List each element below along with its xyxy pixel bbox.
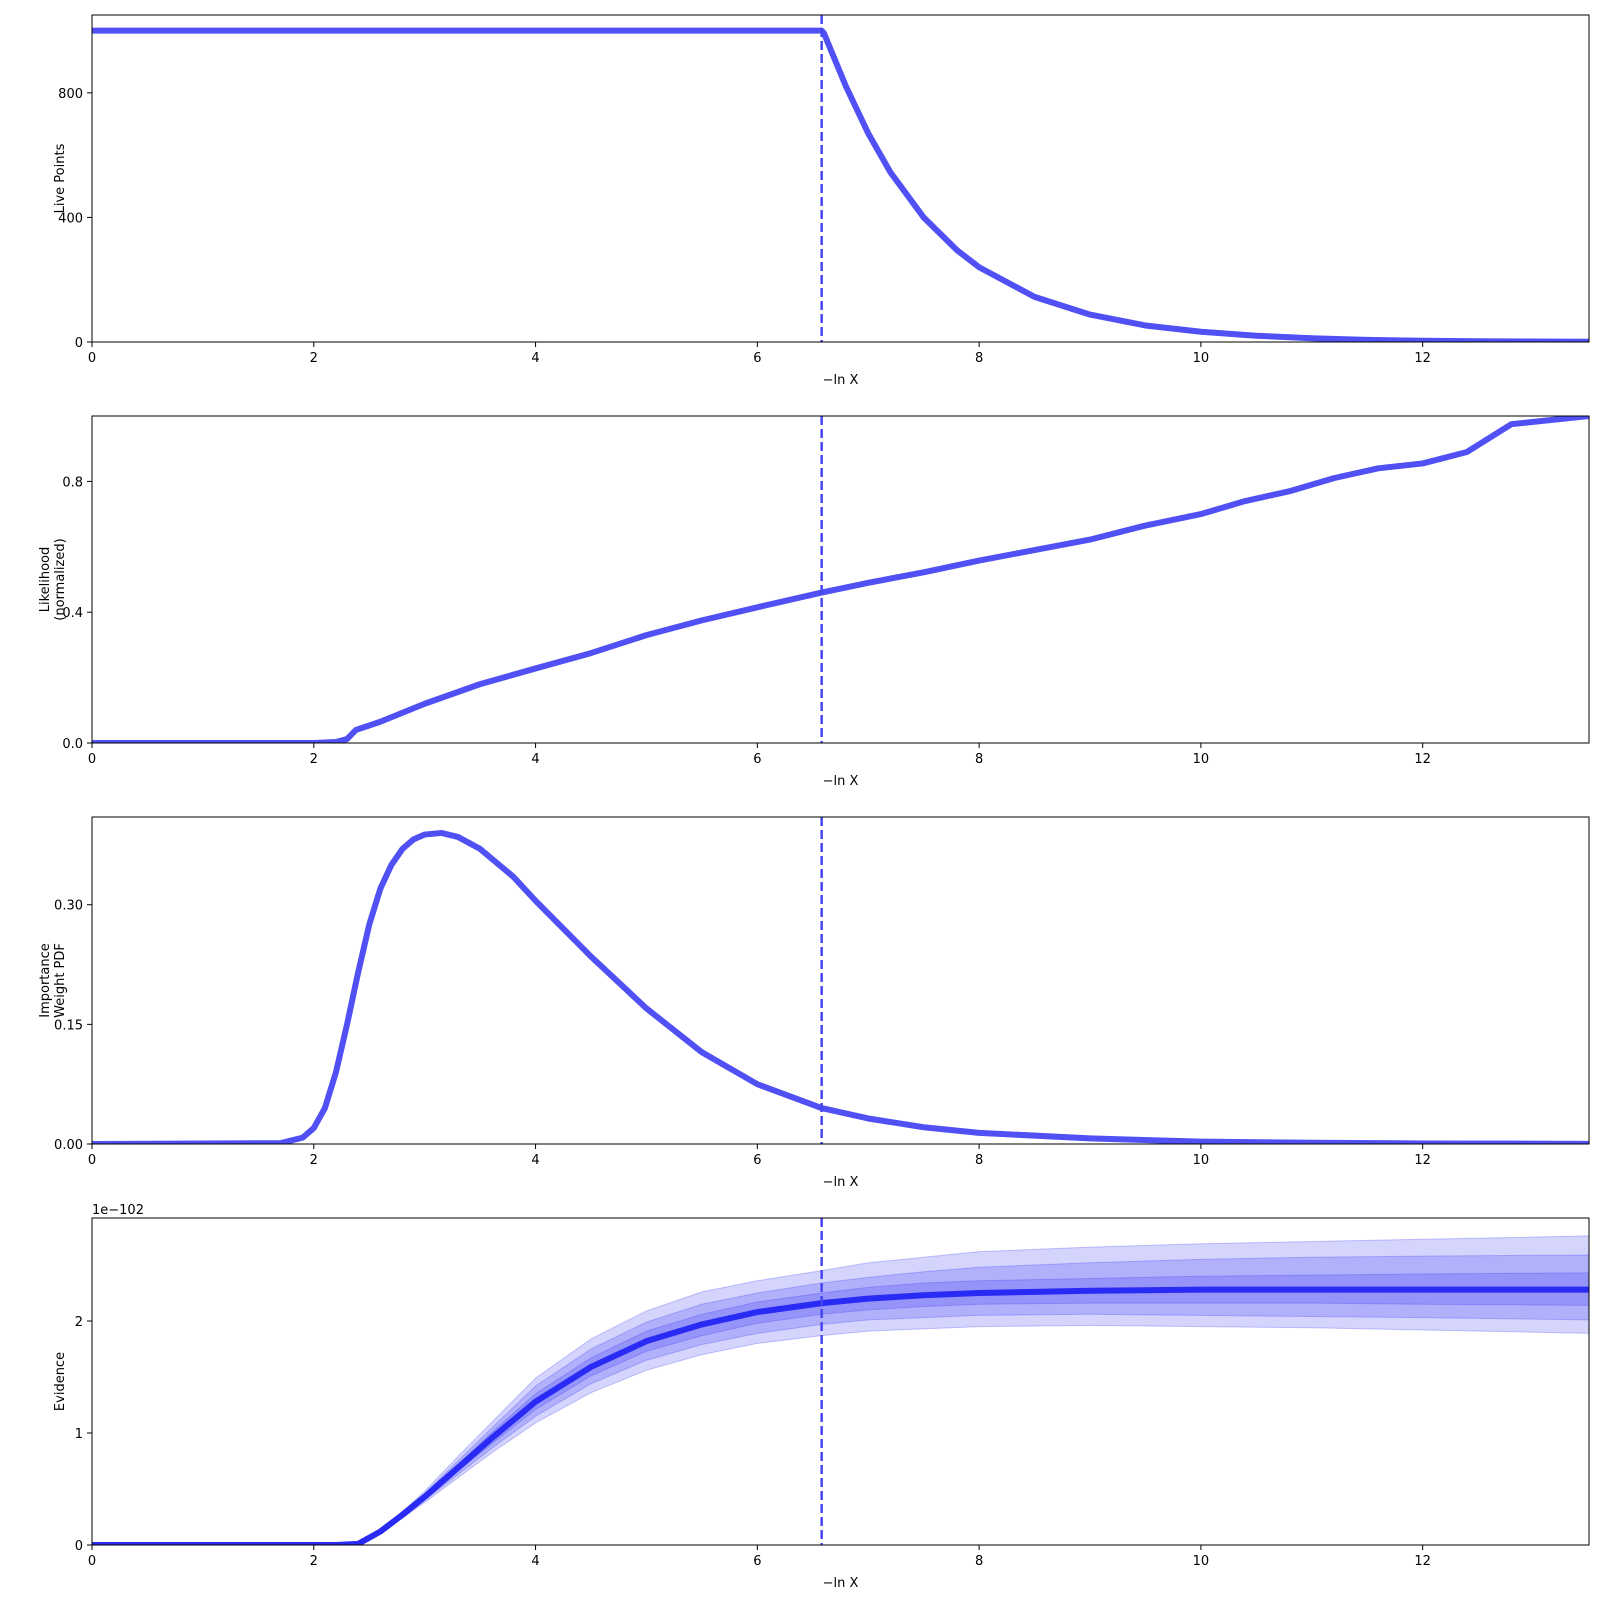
plot-area [92, 15, 1589, 342]
evidence-band-3sigma [92, 1235, 1589, 1545]
y-axis-label: Importance [38, 943, 53, 1018]
y-axis-label: Likelihood [38, 547, 53, 613]
y-axis-label: (normalized) [53, 538, 68, 620]
y-tick-label: 1 [75, 1427, 83, 1442]
y-tick-label: 2 [75, 1315, 83, 1330]
x-tick-label: 10 [1193, 1153, 1210, 1168]
plot-area [92, 1218, 1589, 1545]
y-tick-label: 0 [75, 1539, 83, 1554]
axes-frame [91, 816, 1590, 1145]
x-tick-label: 2 [310, 752, 318, 767]
x-tick-label: 6 [753, 351, 761, 366]
y-tick-label: 0.30 [54, 899, 83, 914]
x-tick-label: 2 [310, 1554, 318, 1569]
x-tick-label: 12 [1414, 1554, 1431, 1569]
x-tick-label: 4 [531, 1554, 539, 1569]
y-tick-label: 400 [58, 211, 83, 226]
y-tick-label: 0.00 [54, 1138, 83, 1153]
x-tick-label: 0 [88, 752, 96, 767]
y-axis-label: Live Points [53, 143, 68, 213]
series-line-likelihood [92, 416, 1589, 743]
y-tick-label: 0 [75, 336, 83, 351]
x-tick-label: 6 [753, 752, 761, 767]
axes-frame [91, 415, 1590, 744]
x-tick-label: 8 [975, 752, 983, 767]
plot-area [92, 416, 1589, 743]
y-axis-label: Evidence [53, 1352, 68, 1411]
y-offset-label: 1e−102 [92, 1203, 144, 1218]
evidence-mean-line [92, 1286, 1589, 1545]
x-axis-label: −ln X [823, 774, 859, 789]
x-tick-label: 8 [975, 1554, 983, 1569]
x-tick-label: 8 [975, 1153, 983, 1168]
x-axis-label: −ln X [823, 1576, 859, 1591]
x-tick-label: 2 [310, 351, 318, 366]
axes-frame [91, 1217, 1590, 1546]
axes-frame [91, 14, 1590, 343]
panel-live-points: 0 2 4 6 8 10 12 0 400 800 −ln X Live Points [53, 14, 1590, 388]
series-line-importance-weight [92, 829, 1589, 1144]
x-tick-label: 8 [975, 351, 983, 366]
y-tick-label: 0.0 [62, 737, 83, 752]
plot-area [92, 817, 1589, 1144]
x-tick-label: 4 [531, 752, 539, 767]
x-tick-label: 0 [88, 351, 96, 366]
y-tick-label: 0.8 [62, 475, 83, 490]
panel-likelihood: 0 2 4 6 8 10 12 0.0 0.4 0.8 −ln X Likelihood (normal… [38, 415, 1590, 789]
x-tick-label: 6 [753, 1153, 761, 1168]
x-axis-label: −ln X [823, 1175, 859, 1190]
panel-importance-weight: 0 2 4 6 8 10 12 0.00 0.15 0.30 −ln X Importance Weig… [38, 816, 1590, 1190]
x-tick-label: 2 [310, 1153, 318, 1168]
x-tick-label: 0 [88, 1554, 96, 1569]
x-tick-label: 4 [531, 351, 539, 366]
x-tick-label: 0 [88, 1153, 96, 1168]
x-tick-label: 10 [1193, 351, 1210, 366]
x-tick-label: 10 [1193, 1554, 1210, 1569]
series-line-live-points [92, 27, 1589, 342]
x-tick-label: 10 [1193, 752, 1210, 767]
y-tick-label: 0.4 [62, 606, 83, 621]
x-tick-label: 12 [1414, 1153, 1431, 1168]
x-tick-label: 12 [1414, 752, 1431, 767]
x-tick-label: 4 [531, 1153, 539, 1168]
y-axis-label: Weight PDF [53, 943, 68, 1018]
x-axis-label: −ln X [823, 373, 859, 388]
y-tick-label: 800 [58, 87, 83, 102]
evidence-band-2sigma [92, 1254, 1589, 1545]
evidence-band-1sigma [92, 1272, 1589, 1545]
x-tick-label: 6 [753, 1554, 761, 1569]
y-tick-label: 0.15 [54, 1018, 83, 1033]
x-tick-label: 12 [1414, 351, 1431, 366]
